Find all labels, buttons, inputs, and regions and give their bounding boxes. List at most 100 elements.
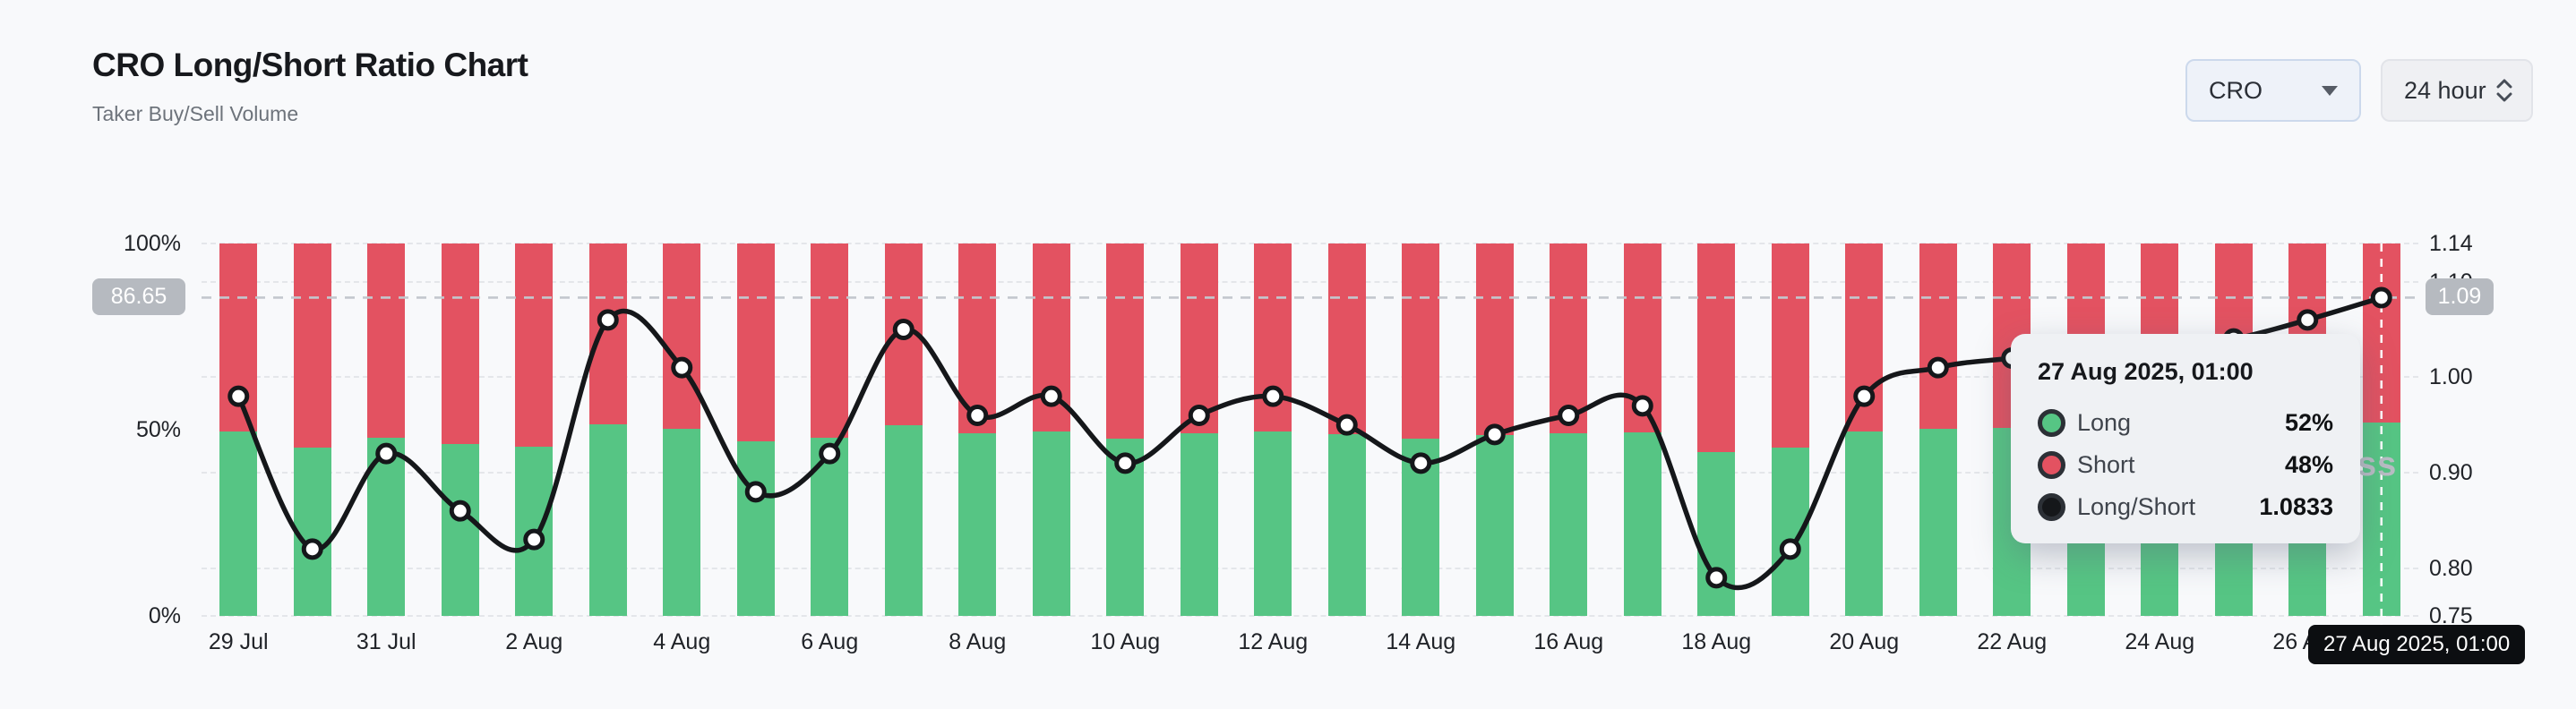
stacked-bar-8-aug[interactable] — [958, 243, 997, 616]
stacked-bar-5-aug[interactable] — [736, 243, 775, 616]
stacked-bar-13-aug[interactable] — [1327, 243, 1366, 616]
long-segment — [1550, 433, 1588, 616]
stacked-bar-9-aug[interactable] — [1032, 243, 1070, 616]
line-point-27-aug[interactable] — [2370, 286, 2392, 309]
symbol-select[interactable]: CRO — [2185, 59, 2361, 122]
x-axis-tick: 29 Jul — [208, 629, 269, 654]
crosshair-right-badge: 1.09 — [2426, 278, 2494, 316]
long-segment — [736, 441, 775, 616]
short-segment — [1919, 243, 1957, 430]
tooltip-row-ratio: Long/Short 1.0833 — [2038, 493, 2333, 521]
line-point-29-jul[interactable] — [228, 385, 250, 407]
page-title: CRO Long/Short Ratio Chart — [92, 47, 528, 83]
long-segment — [884, 425, 923, 616]
long-legend-icon — [2038, 409, 2065, 437]
chevron-down-icon — [2322, 85, 2338, 96]
chart-tooltip: 27 Aug 2025, 01:00 Long 52% Short 48% Lo… — [2011, 334, 2360, 543]
line-point-7-aug[interactable] — [892, 319, 914, 340]
long-segment — [958, 433, 997, 616]
stacked-bar-11-aug[interactable] — [1180, 243, 1218, 616]
short-segment — [1180, 243, 1218, 434]
stacked-bar-18-aug[interactable] — [1697, 243, 1736, 616]
short-segment — [1697, 243, 1736, 452]
line-point-5-aug[interactable] — [744, 481, 767, 503]
line-point-16-aug[interactable] — [1558, 405, 1580, 426]
line-point-12-aug[interactable] — [1262, 385, 1284, 407]
short-segment — [663, 243, 701, 430]
long-segment — [1180, 433, 1218, 616]
crosshair-date-pill: 27 Aug 2025, 01:00 — [2308, 625, 2526, 664]
line-point-21-aug[interactable] — [1927, 356, 1949, 379]
tooltip-row-label: Long — [2077, 409, 2132, 436]
short-legend-icon — [2038, 451, 2065, 479]
stacked-bar-29-jul[interactable] — [219, 243, 258, 616]
line-point-26-aug[interactable] — [2297, 309, 2319, 331]
line-point-20-aug[interactable] — [1853, 385, 1876, 407]
gridline — [202, 615, 2418, 617]
line-point-31-jul[interactable] — [375, 442, 398, 465]
line-point-18-aug[interactable] — [1705, 567, 1728, 589]
long-segment — [441, 443, 479, 616]
line-point-15-aug[interactable] — [1483, 423, 1506, 446]
line-point-6-aug[interactable] — [819, 442, 841, 465]
short-segment — [588, 243, 627, 424]
right-axis-tick: 1.00 — [2429, 364, 2473, 390]
line-point-19-aug[interactable] — [1779, 538, 1801, 560]
stacked-bar-20-aug[interactable] — [1845, 243, 1884, 616]
stacked-bar-16-aug[interactable] — [1550, 243, 1588, 616]
tooltip-title: 27 Aug 2025, 01:00 — [2038, 358, 2254, 385]
interval-select[interactable]: 24 hour — [2381, 59, 2533, 122]
long-segment — [1475, 435, 1514, 616]
tooltip-row-long: Long 52% — [2038, 409, 2333, 437]
left-axis-tick: 100% — [124, 231, 181, 256]
tooltip-row-value: 48% — [2284, 451, 2333, 478]
ratio-line-chart — [202, 243, 2418, 627]
gridline — [202, 280, 2418, 283]
stacked-bar-4-aug[interactable] — [663, 243, 701, 616]
chevron-up-down-icon — [2496, 79, 2512, 102]
line-point-1-aug[interactable] — [449, 500, 471, 522]
x-axis-tick: 22 Aug — [1977, 629, 2048, 654]
line-point-17-aug[interactable] — [1631, 395, 1653, 417]
line-point-8-aug[interactable] — [966, 405, 989, 426]
stacked-bar-21-aug[interactable] — [1919, 243, 1957, 616]
chart-controls: CRO 24 hour — [2185, 59, 2533, 122]
short-segment — [1771, 243, 1809, 448]
stacked-bar-19-aug[interactable] — [1771, 243, 1809, 616]
stacked-bar-31-jul[interactable] — [367, 243, 406, 616]
line-point-2-aug[interactable] — [523, 528, 545, 551]
long-segment — [1623, 432, 1662, 616]
short-segment — [1106, 243, 1145, 439]
short-segment — [2362, 243, 2400, 423]
short-segment — [1550, 243, 1588, 434]
symbol-select-value: CRO — [2209, 76, 2263, 104]
long-segment — [1327, 434, 1366, 616]
stacked-bar-1-aug[interactable] — [441, 243, 479, 616]
stacked-bar-6-aug[interactable] — [811, 243, 849, 616]
stacked-bar-17-aug[interactable] — [1623, 243, 1662, 616]
gridline — [202, 567, 2418, 569]
x-axis-tick: 20 Aug — [1829, 629, 1900, 654]
line-point-30-jul[interactable] — [301, 538, 323, 560]
x-axis-tick: 10 Aug — [1090, 629, 1161, 654]
tooltip-row-value: 1.0833 — [2259, 493, 2333, 520]
line-point-3-aug[interactable] — [597, 309, 619, 331]
tooltip-row-short: Short 48% — [2038, 451, 2333, 479]
line-point-4-aug[interactable] — [671, 356, 693, 379]
long-segment — [293, 448, 331, 616]
stacked-bar-15-aug[interactable] — [1475, 243, 1514, 616]
line-point-13-aug[interactable] — [1335, 414, 1358, 436]
short-segment — [367, 243, 406, 438]
x-axis-tick: 6 Aug — [801, 629, 859, 654]
line-point-9-aug[interactable] — [1040, 385, 1062, 407]
stacked-bar-3-aug[interactable] — [588, 243, 627, 616]
long-segment — [663, 429, 701, 616]
x-axis-tick: 12 Aug — [1238, 629, 1309, 654]
line-point-10-aug[interactable] — [1114, 452, 1137, 474]
interval-select-value: 24 hour — [2404, 76, 2486, 104]
line-point-11-aug[interactable] — [1188, 405, 1210, 426]
gridline — [202, 376, 2418, 379]
tooltip-row-label: Long/Short — [2077, 493, 2196, 520]
line-point-14-aug[interactable] — [1410, 452, 1432, 474]
stacked-bar-30-jul[interactable] — [293, 243, 331, 616]
